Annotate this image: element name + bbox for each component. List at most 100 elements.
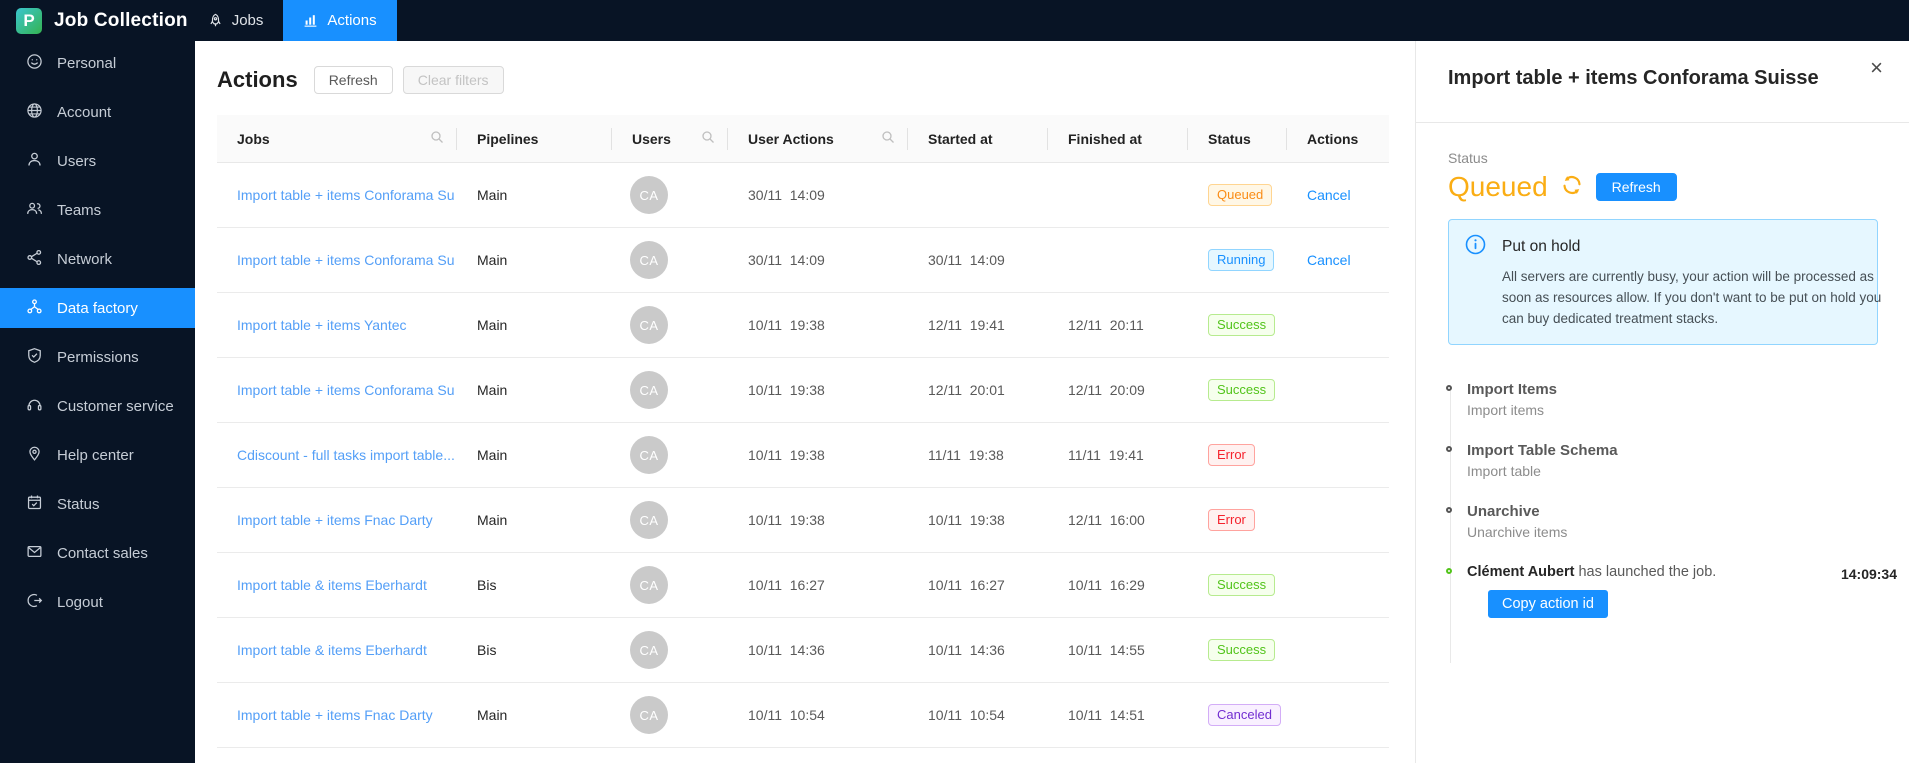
refresh-button[interactable]: Refresh: [313, 66, 393, 94]
column-header-finished-at: Finished at: [1048, 115, 1188, 162]
sync-icon: [1561, 174, 1583, 201]
column-header-actions: Actions: [1307, 130, 1359, 147]
sidebar-item-network[interactable]: Network: [0, 239, 195, 279]
sidebar-item-teams[interactable]: Teams: [0, 190, 195, 230]
user-action-date: 30/11 14:09: [748, 187, 825, 203]
shield-check-icon: [26, 347, 43, 368]
started-at-date: 12/11 19:41: [928, 317, 1005, 333]
timeline-dot: [1446, 385, 1452, 391]
sidebar-item-label: Personal: [57, 54, 117, 72]
copy-action-id-button[interactable]: Copy action id: [1488, 590, 1608, 618]
sidebar-item-customer-service[interactable]: Customer service: [0, 386, 195, 426]
pipeline-value: Main: [477, 317, 508, 333]
job-link[interactable]: Import table + items Conforama Suisse: [237, 382, 455, 398]
avatar: CA: [630, 176, 668, 214]
table-header: Jobs Pipelines Users User Actions Starte…: [217, 115, 1389, 163]
user-action-date: 10/11 19:38: [748, 382, 825, 398]
info-circle-icon: [1465, 234, 1486, 260]
calendar-check-icon: [26, 494, 43, 515]
logout-icon: [26, 592, 43, 613]
started-at-date: 11/11 19:38: [928, 447, 1004, 463]
sidebar-item-label: Customer service: [57, 397, 174, 415]
user-action-date: 10/11 14:36: [748, 642, 825, 658]
sidebar-item-label: Status: [57, 495, 100, 513]
sidebar-item-help-center[interactable]: Help center: [0, 435, 195, 475]
started-at-date: 10/11 10:54: [928, 707, 1005, 723]
job-link[interactable]: Cdiscount - full tasks import table...: [237, 447, 455, 463]
status-row: Queued Refresh: [1448, 171, 1909, 203]
user-action-date: 10/11 19:38: [748, 512, 825, 528]
job-link[interactable]: Import table & items Eberhardt: [237, 642, 427, 658]
sidebar-item-users[interactable]: Users: [0, 141, 195, 181]
sidebar-item-contact-sales[interactable]: Contact sales: [0, 533, 195, 573]
avatar: CA: [630, 501, 668, 539]
detail-panel: Import table + items Conforama Suisse × …: [1415, 41, 1909, 763]
sidebar-item-label: Users: [57, 152, 97, 170]
headset-icon: [26, 396, 43, 417]
cancel-action-link[interactable]: Cancel: [1307, 187, 1351, 203]
mail-icon: [26, 543, 43, 564]
hold-alert: Put on hold All servers are currently bu…: [1448, 219, 1881, 345]
close-icon[interactable]: ×: [1870, 55, 1883, 80]
column-header-status: Status: [1188, 115, 1287, 162]
status-badge: Success: [1208, 379, 1276, 401]
finished-at-date: 12/11 16:00: [1068, 512, 1145, 528]
table-row: Import table & items Eberhardt Bis CA 10…: [217, 618, 1389, 683]
tab-actions[interactable]: Actions: [283, 0, 397, 41]
table-row: Import table + items Conforama Suisse Ma…: [217, 228, 1389, 293]
pipeline-value: Main: [477, 707, 508, 723]
event-timestamp: 14:09:34: [1840, 566, 1897, 582]
user-action-date: 10/11 16:27: [748, 577, 825, 593]
detail-panel-title: Import table + items Conforama Suisse: [1448, 67, 1819, 89]
job-link[interactable]: Import table + items Fnac Darty: [237, 707, 433, 723]
search-icon[interactable]: [881, 130, 895, 147]
timeline-dot-green: [1446, 568, 1452, 574]
sidebar-item-account[interactable]: Account: [0, 92, 195, 132]
tab-jobs[interactable]: Jobs: [188, 0, 284, 41]
map-pin-icon: [26, 445, 43, 466]
job-link[interactable]: Import table + items Yantec: [237, 317, 407, 333]
user-icon: [26, 151, 43, 172]
pipeline-value: Main: [477, 187, 508, 203]
sidebar-item-label: Account: [57, 103, 112, 121]
job-link[interactable]: Import table + items Fnac Darty: [237, 512, 433, 528]
pipeline-value: Main: [477, 252, 508, 268]
started-at-date: 10/11 19:38: [928, 512, 1005, 528]
sidebar-item-logout[interactable]: Logout: [0, 582, 195, 622]
logo-letter: P: [23, 10, 35, 30]
column-header-jobs: Jobs: [217, 115, 457, 162]
bar-chart-icon: [303, 13, 318, 28]
pipeline-value: Bis: [477, 577, 497, 593]
table-row: Import table & items Eberhardt Bis CA 10…: [217, 553, 1389, 618]
sidebar-item-label: Teams: [57, 201, 102, 219]
job-link[interactable]: Import table + items Conforama Suisse: [237, 252, 455, 268]
status-badge: Error: [1208, 509, 1255, 531]
status-badge: Canceled: [1208, 704, 1281, 726]
table-row: Cdiscount - full tasks import table... M…: [217, 423, 1389, 488]
sidebar-item-permissions[interactable]: Permissions: [0, 337, 195, 377]
sidebar: Personal Account Users Teams Network Dat…: [0, 41, 195, 763]
search-icon[interactable]: [430, 130, 444, 147]
started-at-date: 10/11 16:27: [928, 577, 1005, 593]
panel-refresh-button[interactable]: Refresh: [1595, 173, 1677, 201]
job-link[interactable]: Import table & items Eberhardt: [237, 577, 427, 593]
table-row: Import table + items Conforama Suisse Ma…: [217, 358, 1389, 423]
event-text: has launched the job.: [1574, 564, 1717, 580]
sidebar-item-personal[interactable]: Personal: [0, 43, 195, 83]
sidebar-item-status[interactable]: Status: [0, 484, 195, 524]
finished-at-date: 10/11 14:55: [1068, 642, 1145, 658]
job-link[interactable]: Import table + items Conforama Suisse: [237, 187, 455, 203]
finished-at-date: 10/11 16:29: [1068, 577, 1145, 593]
search-icon[interactable]: [701, 130, 715, 147]
sidebar-item-data-factory[interactable]: Data factory: [0, 288, 195, 328]
rocket-icon: [208, 13, 223, 28]
cancel-action-link[interactable]: Cancel: [1307, 252, 1351, 268]
avatar: CA: [630, 696, 668, 734]
job-timeline: Import Items Import items Import Table S…: [1446, 381, 1897, 663]
avatar: CA: [630, 241, 668, 279]
finished-at-date: 11/11 19:41: [1068, 447, 1144, 463]
user-action-date: 10/11 10:54: [748, 707, 825, 723]
topbar: P Job Collection Jobs: [0, 0, 1909, 41]
status-badge: Success: [1208, 574, 1276, 596]
alert-body: All servers are currently busy, your act…: [1502, 269, 1882, 326]
